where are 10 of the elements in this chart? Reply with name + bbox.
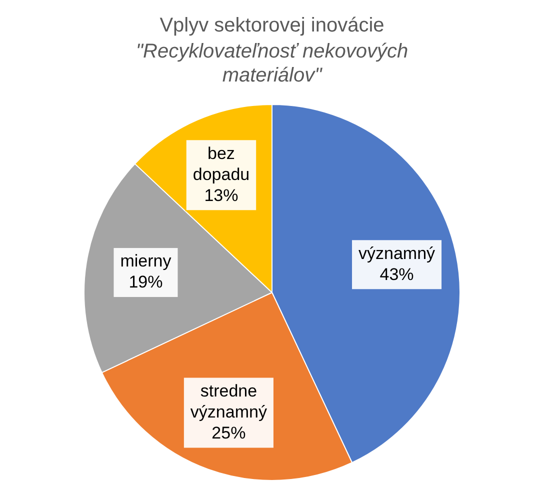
slice-label: významný [358,244,436,263]
slice-label: stredne významný [190,381,268,422]
data-label: 13% [204,186,238,205]
data-label: 19% [128,272,163,292]
data-label: 25% [212,423,246,442]
data-label: 43% [380,264,414,284]
chart-title: Vplyv sektorovej inovácie [160,14,384,37]
slice-label: mierny [120,252,172,271]
chart-subtitle: "Recyklovateľnosť nekovových materiálov" [136,40,408,87]
slice-label: bez dopadu [192,144,250,184]
